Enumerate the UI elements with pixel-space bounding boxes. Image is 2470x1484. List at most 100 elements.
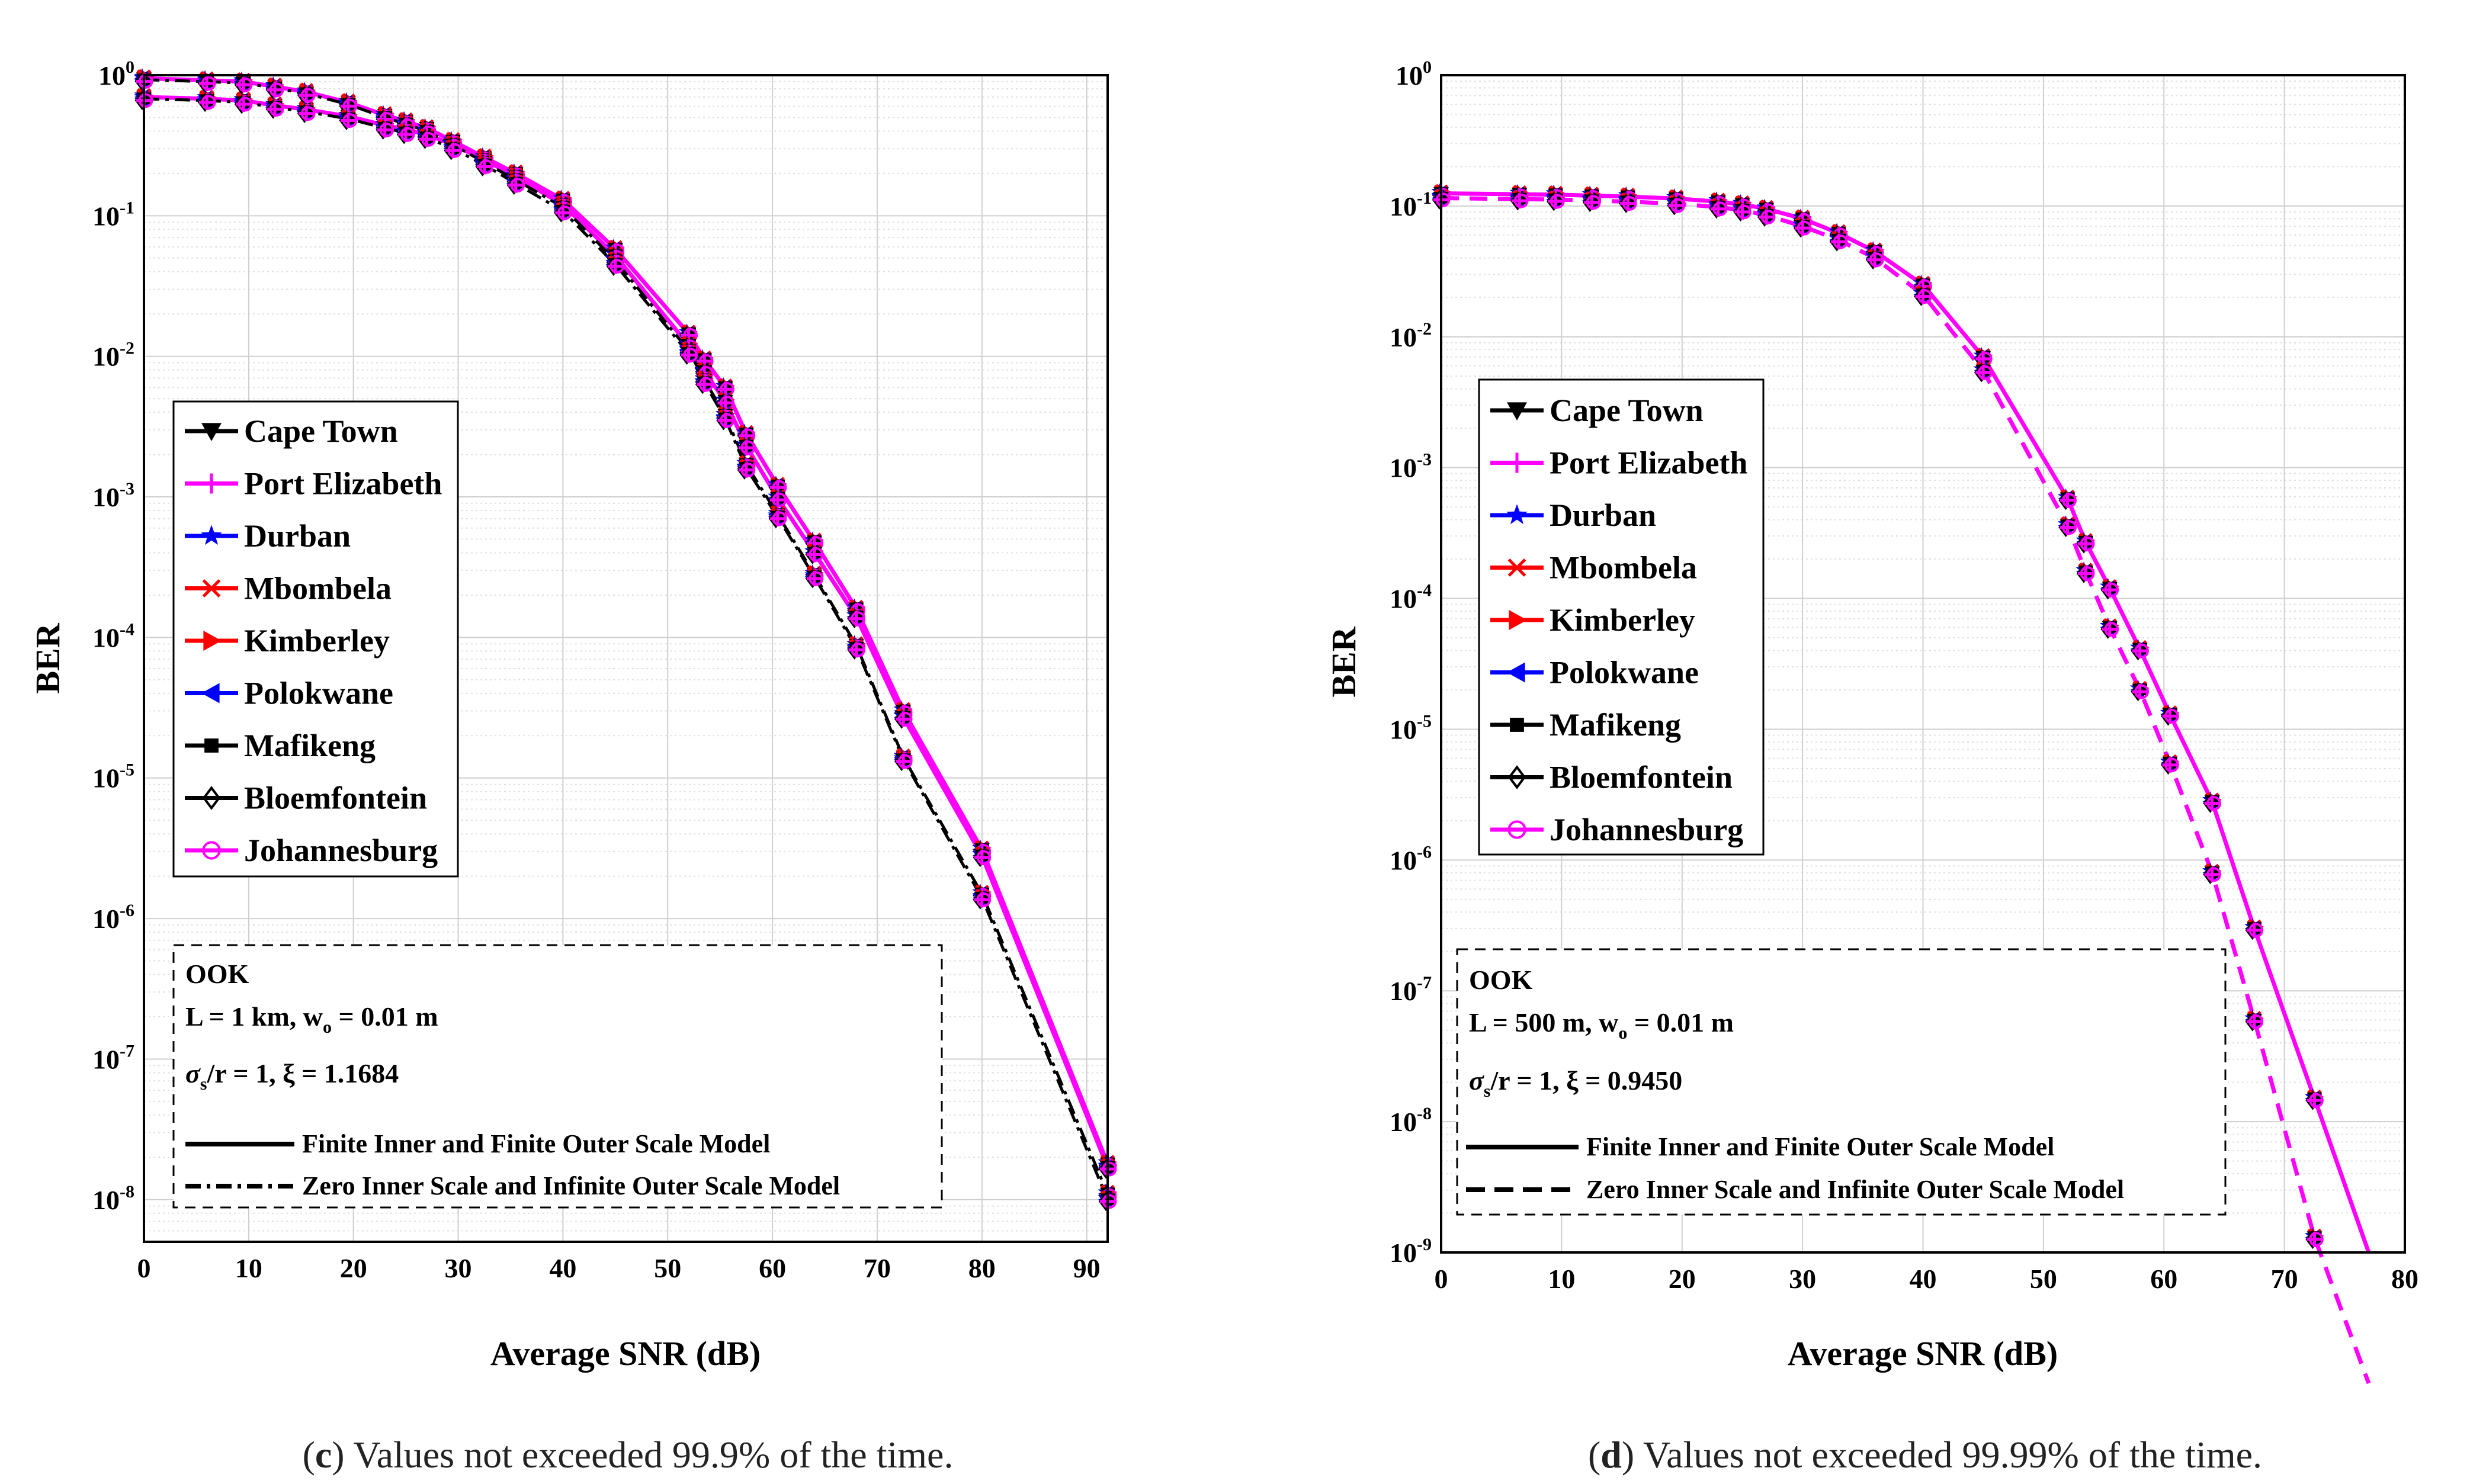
legend-label: Mafikeng [244,728,376,763]
caption-d: (d) Values not exceeded 99.99% of the ti… [1588,1434,2262,1476]
x-tick-label: 70 [864,1253,891,1283]
data-point-marker [847,640,862,660]
legend-marker [1509,610,1527,630]
data-point-marker [768,509,784,529]
data-point-marker [1733,202,1748,222]
data-point-marker [1737,204,1752,220]
legend-marker [202,579,221,598]
data-point-marker [1667,195,1682,216]
data-point-marker [805,568,820,589]
chart-panel-d: 0 10 20 30 40 50 60 70 80 100 10-1 10-2 10-3 10-4 10-… [1324,57,2418,1476]
annotation-box: OOK L = 1 km, wo = 0.01 m σs/r = 1, ξ = … [172,944,943,1209]
y-ticks: 100 10-1 10-2 10-3 10-4 10-5 10-6 10-7 10-8 [92,57,134,1215]
legend-marker [1507,452,1527,473]
x-tick-label: 70 [2271,1264,2298,1294]
data-point-marker [2203,865,2218,885]
data-point-marker [720,395,734,410]
data-point-marker [2206,796,2222,811]
data-point-marker [2058,490,2073,510]
y-tick-label: 10-7 [92,1041,134,1074]
data-point-marker [2131,641,2145,661]
data-point-marker [297,104,312,123]
data-point-marker [973,890,988,910]
data-point-marker [2104,582,2119,598]
legend-marker [1507,662,1525,683]
y-tick-label: 10-4 [92,619,134,653]
legend-marker [203,631,222,651]
legend-label: Port Elizabeth [244,466,442,502]
y-tick-label: 10-6 [1390,842,1432,875]
x-tick-label: 20 [1669,1264,1696,1294]
y-tick-label: 10-6 [92,901,134,934]
x-tick-label: 80 [968,1253,996,1283]
data-point-marker [400,127,415,142]
legend-marker [1506,504,1528,525]
legend-marker [1510,718,1524,732]
legend-items: Cape Town Port Elizabeth Durban Mbombela Kim… [1490,393,1747,847]
y-tick-label: 10-4 [1390,581,1432,614]
x-tick-label: 30 [445,1253,472,1283]
y-tick-label: 10-9 [1390,1235,1432,1268]
data-point-marker [421,131,436,147]
data-point-marker [134,91,150,111]
data-point-marker [1546,191,1561,211]
annotation-frame [172,944,943,1209]
y-tick-label: 10-2 [92,339,134,372]
data-point-marker [2305,1229,2320,1249]
x-tick-label: 40 [549,1253,576,1283]
data-point-marker [2309,1093,2324,1108]
data-point-marker [610,259,625,274]
data-point-marker [683,348,698,363]
data-point-marker [1622,196,1637,211]
data-point-marker [376,120,390,140]
legend-marker [202,841,221,860]
data-point-marker [1098,1191,1114,1212]
legend-label: Polokwane [1550,655,1699,690]
data-point-marker [2104,622,2119,637]
data-point-marker [1670,198,1685,213]
annotation-link-params: L = 1 km, wo = 0.01 m [185,1001,438,1037]
y-tick-label: 10-1 [92,198,134,231]
data-point-marker [2100,580,2115,600]
y-tick-label: 10-5 [92,760,134,794]
legend-marker [201,525,222,545]
data-point-marker [2309,1232,2324,1247]
data-point-marker [396,124,412,144]
data-point-marker [2134,684,2149,699]
data-point-marker [973,847,988,868]
legend: Cape Town Port Elizabeth Durban Mbombela Kim… [172,400,459,878]
x-tick-label: 10 [235,1253,262,1283]
data-point-marker [1102,1161,1117,1177]
data-point-marker [2245,1011,2260,1032]
data-point-marker [2062,520,2077,535]
data-point-marker [1760,210,1776,224]
annotation-sigma-xi: σs/r = 1, ξ = 1.1684 [185,1058,399,1094]
data-point-marker [201,76,216,91]
data-point-marker [606,256,621,276]
data-point-marker [2058,518,2073,538]
annotation-box: OOK L = 500 m, wo = 0.01 m σs/r = 1, ξ =… [1456,948,2227,1216]
data-point-marker [447,143,463,158]
data-point-marker [1709,199,1724,219]
x-axis-label: Average SNR (dB) [490,1334,761,1373]
legend-marker [1507,820,1526,839]
legend-label: Kimberley [244,623,390,659]
x-tick-label: 80 [2391,1264,2418,1294]
legend-label: Kimberley [1550,602,1695,638]
x-tick-label: 50 [654,1253,681,1283]
data-point-marker [695,374,710,394]
data-point-marker [1432,190,1447,210]
data-point-marker [1974,362,1989,383]
data-point-marker [894,751,909,772]
data-point-marker [2080,536,2095,551]
legend-label: Polokwane [244,676,393,711]
data-point-marker [851,611,865,627]
data-point-marker [1829,232,1845,252]
data-point-marker [201,95,216,110]
x-tick-label: 30 [1789,1264,1816,1294]
data-point-marker [300,88,316,103]
data-point-marker [805,545,820,564]
x-tick-label: 20 [340,1253,367,1283]
data-point-marker [2131,682,2145,702]
